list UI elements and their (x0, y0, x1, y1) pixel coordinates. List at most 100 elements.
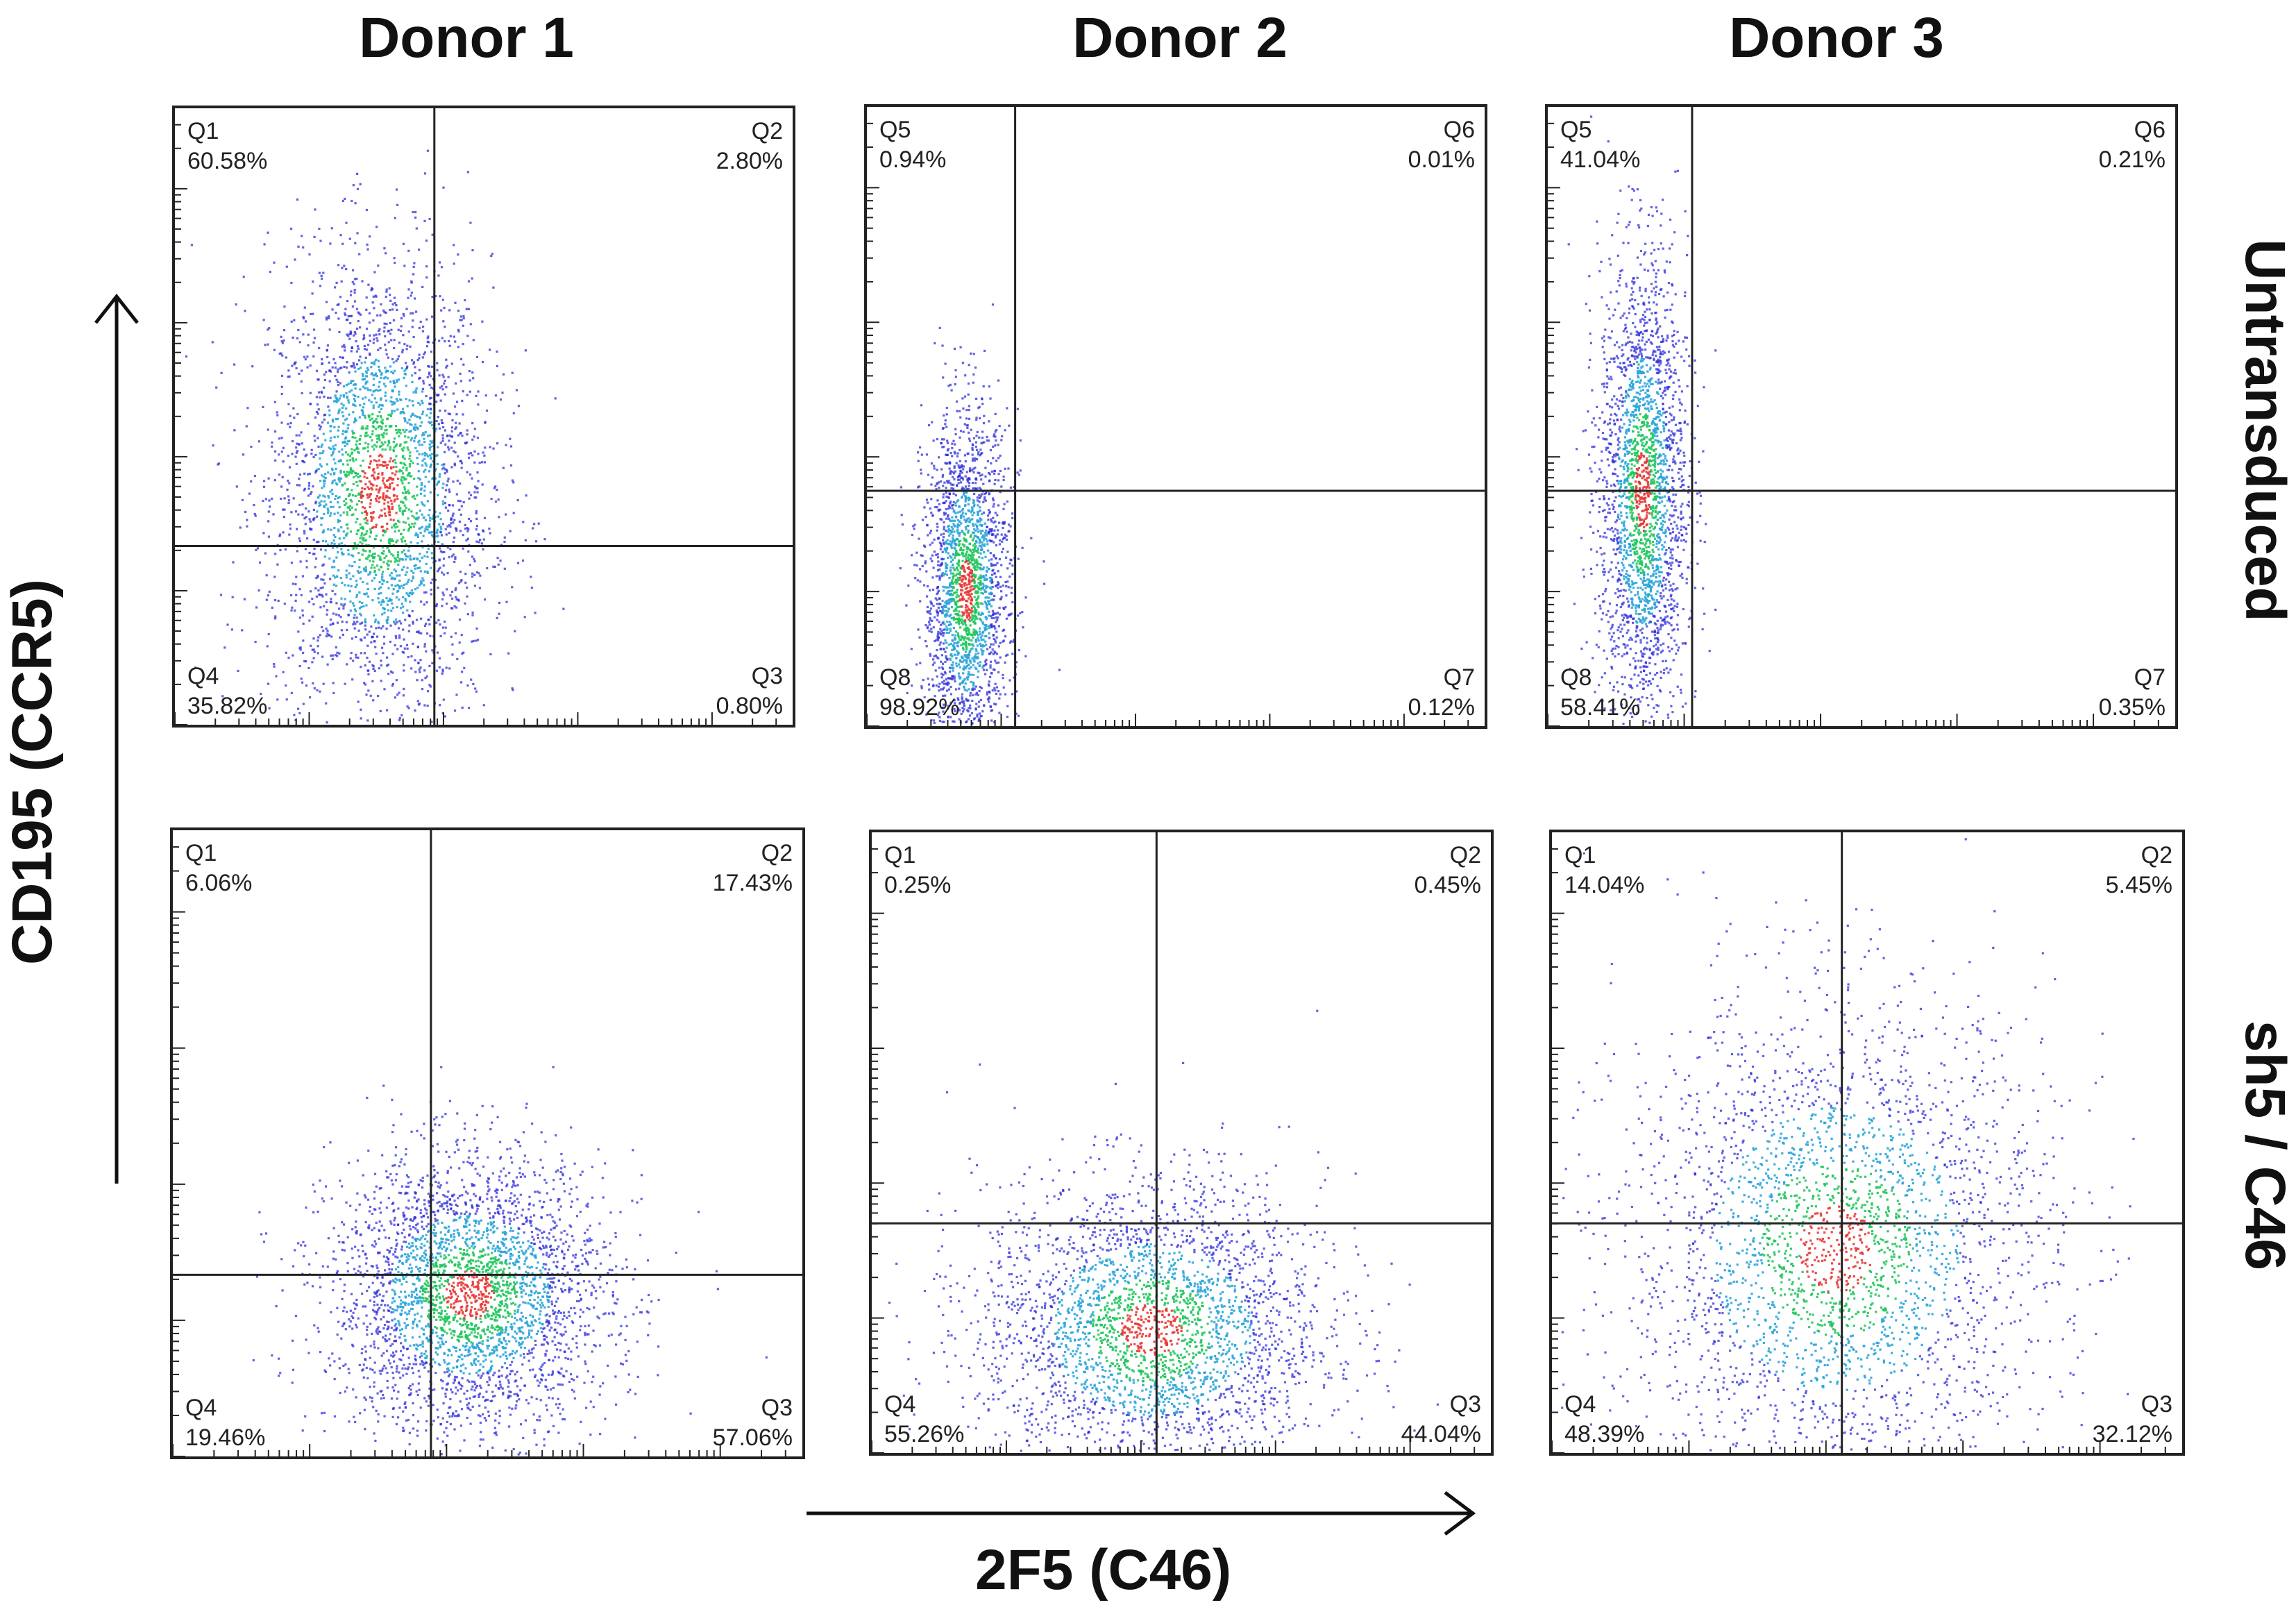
event-dot (1016, 407, 1019, 410)
event-dot (990, 564, 993, 567)
event-dot (473, 461, 476, 464)
event-dot (414, 414, 416, 417)
event-dot (981, 603, 984, 605)
event-dot (459, 530, 462, 532)
event-dot (947, 586, 950, 589)
event-dot (958, 553, 961, 557)
event-dot (1006, 500, 1008, 503)
event-dot (993, 482, 996, 485)
event-dot (431, 453, 434, 455)
event-dot (982, 638, 985, 641)
event-dot (348, 413, 351, 416)
event-dot (982, 669, 986, 671)
event-dot (953, 542, 956, 545)
event-dot (455, 606, 458, 609)
event-dot (380, 552, 383, 555)
event-dot (308, 253, 311, 256)
event-dot (961, 471, 963, 474)
event-dot (362, 447, 365, 450)
event-dot (961, 623, 964, 625)
event-dot (353, 330, 356, 333)
event-dot (936, 614, 939, 617)
event-dot (410, 526, 412, 529)
event-dot (426, 528, 429, 531)
event-dot (458, 619, 462, 621)
event-dot (354, 494, 357, 497)
event-dot (307, 510, 310, 513)
event-dot (366, 425, 369, 428)
event-dot (312, 355, 315, 358)
event-dot (947, 599, 950, 602)
event-dot (983, 589, 986, 591)
event-dot (475, 355, 479, 358)
event-dot (395, 470, 398, 473)
event-dot (967, 675, 970, 678)
event-dot (956, 650, 959, 653)
event-dot (943, 414, 945, 417)
event-dot (370, 289, 373, 292)
event-dot (394, 498, 396, 501)
event-dot (294, 610, 296, 612)
event-dot (326, 630, 329, 632)
event-dot (364, 521, 367, 524)
event-dot (368, 321, 371, 324)
event-dot (966, 654, 969, 657)
event-dot (969, 548, 972, 551)
event-dot (382, 443, 385, 446)
event-dot (958, 535, 961, 537)
event-dot (373, 640, 376, 643)
event-dot (417, 703, 420, 706)
event-dot (290, 281, 293, 285)
event-dot (344, 451, 348, 454)
event-dot (353, 614, 356, 616)
event-dot (919, 662, 922, 664)
event-dot (355, 443, 357, 446)
event-dot (942, 474, 945, 477)
event-dot (407, 448, 410, 451)
event-dot (365, 327, 369, 330)
event-dot (280, 385, 283, 388)
event-dot (971, 469, 974, 472)
event-dot (346, 440, 350, 443)
event-dot (419, 376, 421, 379)
event-dot (283, 305, 286, 308)
event-dot (436, 530, 439, 533)
event-dot (992, 634, 995, 637)
event-dot (351, 448, 353, 451)
event-dot (346, 361, 348, 364)
event-dot (408, 399, 411, 402)
event-dot (357, 571, 360, 574)
event-dot (391, 403, 394, 406)
event-dot (997, 581, 999, 584)
event-dot (968, 482, 971, 485)
event-dot (361, 373, 364, 376)
event-dot (376, 314, 379, 317)
event-dot (361, 553, 364, 556)
event-dot (267, 535, 270, 538)
event-dot (475, 571, 478, 573)
event-dot (475, 496, 478, 499)
event-dot (344, 437, 347, 440)
event-dot (1006, 550, 1009, 553)
event-dot (953, 530, 956, 533)
event-dot (344, 312, 346, 315)
event-dot (959, 470, 962, 473)
event-dot (313, 687, 316, 690)
event-dot (358, 591, 361, 594)
event-dot (996, 619, 999, 621)
event-dot (410, 541, 412, 544)
event-dot (968, 575, 971, 578)
event-dot (1016, 471, 1019, 474)
event-dot (326, 613, 328, 616)
event-dot (366, 446, 369, 448)
event-dot (355, 350, 358, 353)
event-dot (371, 517, 373, 520)
event-dot (322, 682, 325, 685)
event-dot (408, 492, 411, 495)
event-dot (992, 499, 995, 502)
event-dot (963, 538, 966, 541)
event-dot (359, 355, 362, 358)
event-dot (273, 261, 276, 264)
event-dot (359, 404, 362, 407)
event-dot (398, 521, 400, 523)
